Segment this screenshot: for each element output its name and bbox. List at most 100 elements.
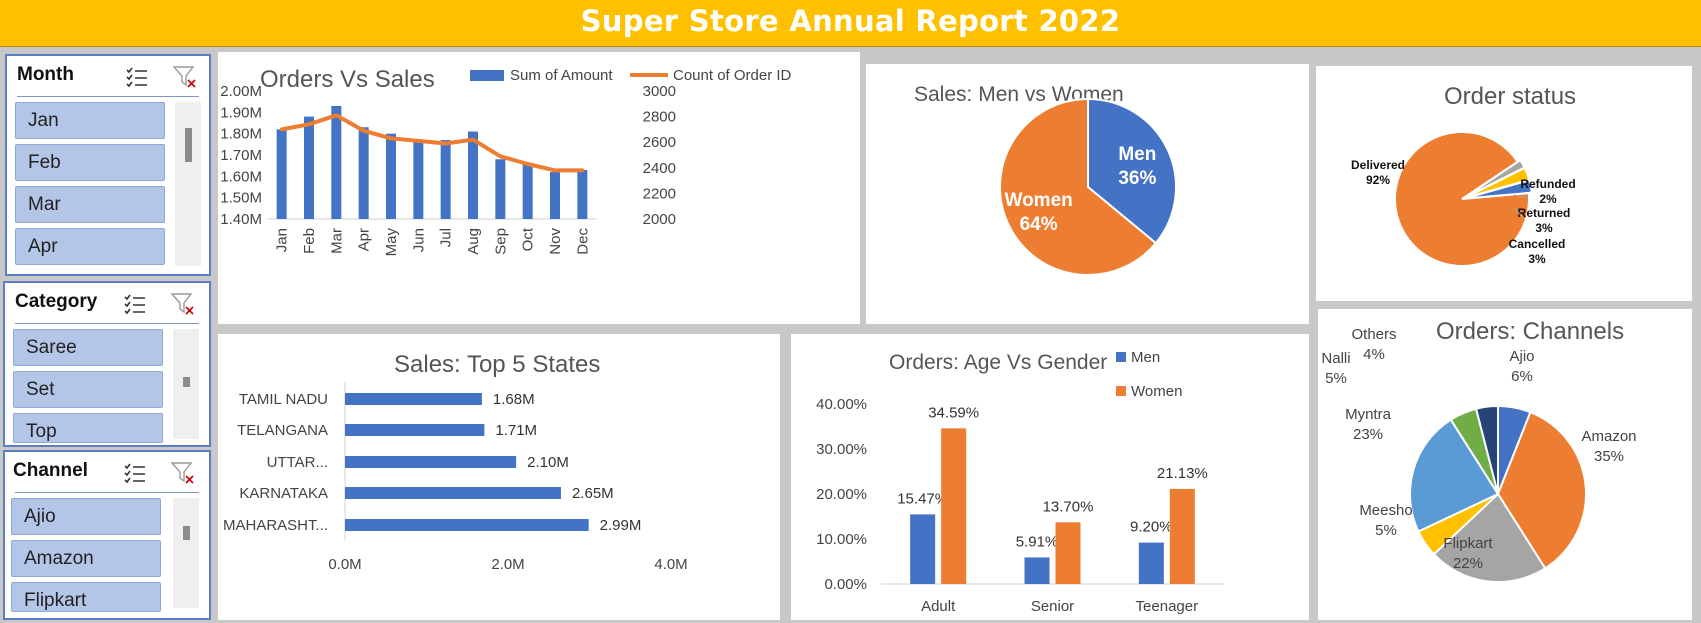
slice-pct-refunded: 2% — [1539, 192, 1557, 206]
slicer-item-saree[interactable]: Saree — [13, 329, 163, 366]
x-tick-label: Oct — [520, 227, 537, 251]
pie-slice-amazon — [1496, 410, 1587, 570]
bar-jan — [276, 129, 287, 219]
slicer-scrollbar[interactable] — [173, 329, 199, 439]
slicer-item-set[interactable]: Set — [13, 371, 163, 408]
slice-pct-delivered: 92% — [1366, 173, 1390, 187]
pie-slice-others — [1474, 404, 1499, 495]
x-tick-label: 0.0M — [328, 556, 361, 573]
y-tick-label: 40.00% — [816, 396, 867, 413]
channel-slicer: Channel Ajio Amazon Flipkart — [3, 450, 211, 620]
x-tick-label: May — [383, 228, 400, 257]
bar-data-label: 2.10M — [527, 454, 569, 471]
report-banner: Super Store Annual Report 2022 — [0, 0, 1701, 47]
x-tick-label: Adult — [921, 598, 956, 615]
line-point-sep — [498, 154, 502, 158]
clear-filter-icon[interactable] — [170, 292, 195, 316]
x-tick-label: Apr — [356, 228, 373, 251]
pie-slice-men — [1087, 97, 1178, 245]
legend-label-men: Men — [1131, 349, 1160, 366]
scrollbar-thumb[interactable] — [183, 526, 190, 540]
y-tick-label: 30.00% — [816, 441, 867, 458]
y-tick-label: MAHARASHT... — [223, 517, 328, 534]
bar-oct — [522, 163, 533, 219]
slice-label-amazon: Amazon — [1581, 428, 1636, 445]
category-slicer: Category Saree Set Top — [3, 281, 211, 447]
bar-women-teenager — [1169, 488, 1195, 584]
slice-pct-meesho: 5% — [1375, 522, 1397, 539]
slicer-item-top[interactable]: Top — [13, 413, 163, 443]
bar-data-label: 1.68M — [493, 391, 535, 408]
order-status-panel: Order status Delivered 92% Refunded 2% Retur… — [1316, 66, 1692, 301]
bar-data-label: 1.71M — [495, 422, 537, 439]
bar-women-adult — [941, 428, 967, 584]
bar-data-label: 2.99M — [600, 517, 642, 534]
slicer-divider — [15, 323, 199, 324]
slicer-scrollbar[interactable] — [175, 102, 201, 266]
y-tick-label: TAMIL NADU — [239, 391, 328, 408]
y-right-tick-label: 2800 — [643, 109, 676, 126]
slice-label-refunded: Refunded — [1520, 177, 1575, 191]
bar-data-label: 5.91% — [1016, 533, 1059, 550]
bar-telangana — [345, 424, 485, 436]
bar-mar — [331, 105, 342, 219]
line-point-dec — [580, 168, 584, 172]
chart-title: Order status — [1444, 83, 1577, 110]
y-left-tick-label: 1.50M — [220, 190, 262, 207]
scrollbar-thumb[interactable] — [185, 128, 192, 162]
slice-label-meesho: Meesho — [1359, 502, 1412, 519]
slice-label-women: Women — [1004, 190, 1072, 211]
bar-dec — [577, 169, 588, 219]
orders-vs-sales-chart: Sum of Amount Count of Order ID 2.00M 1.9… — [220, 67, 791, 257]
men-vs-women-panel: Sales: Men vs Women Men 36% Women 64% — [866, 64, 1309, 324]
slicer-scrollbar[interactable] — [173, 498, 199, 608]
y-tick-label: TELANGANA — [237, 422, 328, 439]
scrollbar-thumb[interactable] — [183, 377, 190, 387]
pie-slice-myntra — [1409, 418, 1500, 533]
slicer-item-amazon[interactable]: Amazon — [11, 540, 161, 577]
bar-men-teenager — [1138, 542, 1164, 584]
top-states-panel: Sales: Top 5 States TAMIL NADU 1.68M TELAN… — [218, 334, 780, 620]
slice-pct-nalli: 5% — [1325, 370, 1347, 387]
slicer-item-apr[interactable]: Apr — [15, 228, 165, 265]
multi-select-icon[interactable] — [125, 65, 149, 89]
multi-select-icon[interactable] — [123, 292, 147, 316]
bar-uttar — [345, 456, 517, 468]
y-tick-label: KARNATAKA — [239, 485, 328, 502]
bar-women-senior — [1055, 522, 1081, 584]
bar-jun — [413, 142, 424, 219]
line-point-may — [389, 136, 393, 140]
slicer-item-jan[interactable]: Jan — [15, 102, 165, 139]
bar-maharasht — [345, 519, 589, 531]
y-left-tick-label: 2.00M — [220, 83, 262, 100]
clear-filter-icon[interactable] — [170, 461, 195, 485]
y-left-tick-label: 1.80M — [220, 126, 262, 143]
y-right-tick-label: 3000 — [643, 83, 676, 100]
line-point-jul — [444, 141, 448, 145]
slicer-item-feb[interactable]: Feb — [15, 144, 165, 181]
slice-label-nalli: Nalli — [1321, 350, 1350, 367]
slice-label-delivered: Delivered — [1351, 158, 1405, 172]
y-right-tick-label: 2600 — [643, 134, 676, 151]
slice-pct-amazon: 35% — [1594, 448, 1624, 465]
y-right-tick-label: 2200 — [643, 185, 676, 202]
bar-tamil-nadu — [345, 393, 482, 405]
chart-title: Sales: Top 5 States — [394, 351, 601, 378]
slicer-item-mar[interactable]: Mar — [15, 186, 165, 223]
y-left-tick-label: 1.90M — [220, 104, 262, 121]
leader-line-refunded — [1513, 194, 1529, 199]
slicer-item-flipkart[interactable]: Flipkart — [11, 582, 161, 612]
bar-sep — [495, 159, 506, 219]
bar-men-adult — [910, 514, 936, 584]
slicer-divider — [17, 96, 199, 97]
multi-select-icon[interactable] — [123, 461, 147, 485]
bar-may — [386, 133, 396, 219]
slicer-item-ajio[interactable]: Ajio — [11, 498, 161, 535]
slicer-divider — [15, 492, 199, 493]
slice-label-cancelled: Cancelled — [1509, 237, 1566, 251]
bar-data-label: 21.13% — [1157, 465, 1208, 482]
clear-filter-icon[interactable] — [172, 65, 197, 89]
report-title: Super Store Annual Report 2022 — [580, 4, 1121, 38]
channels-panel: Orders: Channels Ajio 6% Amazon 35% Flipkart… — [1318, 309, 1692, 620]
